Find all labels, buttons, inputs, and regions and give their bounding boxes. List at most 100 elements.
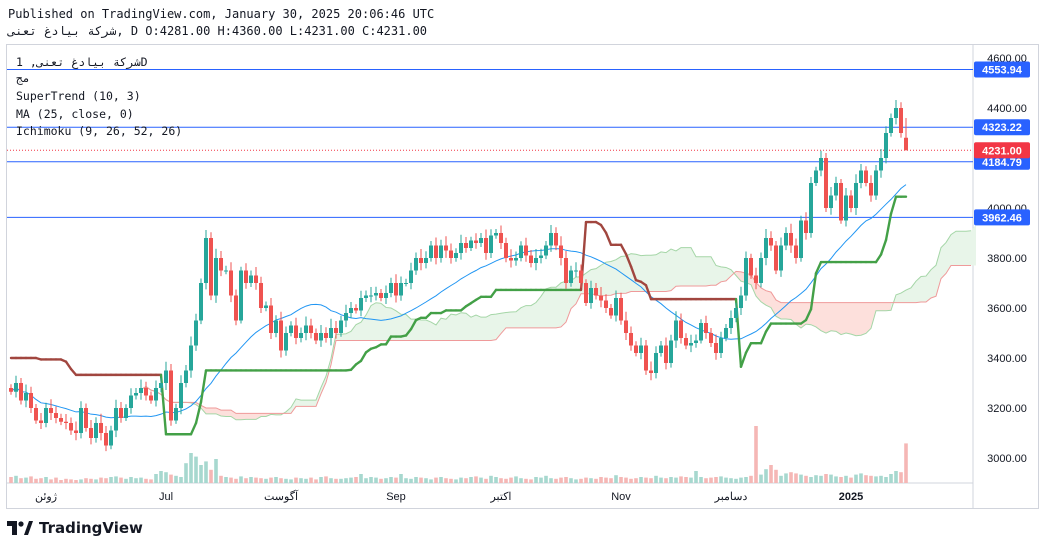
candle xyxy=(904,118,908,151)
candle-body xyxy=(334,328,338,333)
candle-body xyxy=(229,270,233,296)
cloud-segment xyxy=(866,302,871,334)
candle xyxy=(159,377,163,393)
candle xyxy=(259,276,263,313)
candle xyxy=(229,262,233,303)
supertrend-segment xyxy=(384,335,393,346)
volume-bar xyxy=(154,474,158,483)
volume-bar xyxy=(494,477,498,483)
candle-body xyxy=(629,333,633,346)
volume-bar xyxy=(614,475,618,483)
cloud-segment xyxy=(501,312,506,334)
volume-bar xyxy=(309,477,313,483)
candle xyxy=(794,238,798,264)
cloud-segment xyxy=(236,413,241,420)
volume-bar xyxy=(654,475,658,483)
candle xyxy=(224,265,228,275)
cloud-segment xyxy=(921,276,926,302)
volume-bar xyxy=(469,477,473,483)
time-tick-label: Sep xyxy=(386,491,406,503)
candle xyxy=(129,388,133,414)
candle-body xyxy=(84,408,88,428)
volume-bar xyxy=(814,475,818,483)
legend-symbol: شركة بيادغ تعنى, 1D xyxy=(16,55,148,69)
candle-body xyxy=(249,275,253,283)
cloud-segment xyxy=(556,282,561,328)
cloud-segment xyxy=(876,302,881,311)
candle xyxy=(84,403,88,432)
supertrend-segment xyxy=(199,369,208,404)
cloud-segment xyxy=(786,302,791,320)
candle xyxy=(754,267,758,290)
volume-bar xyxy=(454,479,458,483)
candle xyxy=(34,404,38,424)
volume-bar xyxy=(459,477,463,483)
cloud-segment xyxy=(616,256,621,294)
price-level-label-text: 4323.22 xyxy=(982,122,1022,134)
candle xyxy=(144,381,148,401)
candle-body xyxy=(599,295,603,301)
supertrend-segment xyxy=(489,288,498,299)
candle-body xyxy=(884,133,888,158)
cloud-segment xyxy=(511,311,516,328)
candle-body xyxy=(304,325,308,333)
legend-supertrend[interactable]: SuperTrend (10, 3) xyxy=(16,89,141,103)
volume-bar xyxy=(419,477,423,483)
candle-body xyxy=(589,288,593,303)
candlestick-chart[interactable]: 3000.003200.003400.003600.003800.004000.… xyxy=(7,45,1038,508)
candle xyxy=(799,215,803,262)
cloud-segment xyxy=(681,247,686,286)
volume-bar xyxy=(604,477,608,483)
candle xyxy=(599,287,603,308)
legend-ichimoku[interactable]: Ichimoku (9, 26, 52, 26) xyxy=(16,124,183,138)
time-tick-label: آگوست xyxy=(264,490,299,503)
candle xyxy=(209,232,213,301)
volume-bar xyxy=(879,475,883,483)
cloud-segment xyxy=(936,247,941,297)
cloud-segment xyxy=(881,302,886,311)
volume-bar xyxy=(874,476,878,483)
candle-body xyxy=(264,305,268,308)
volume-bar xyxy=(839,477,843,483)
candle-body xyxy=(784,233,788,246)
candle xyxy=(639,337,643,360)
price-tick-label: 3800.00 xyxy=(987,253,1027,265)
cloud-segment xyxy=(251,413,256,420)
cloud-segment xyxy=(721,266,726,282)
tradingview-logo[interactable]: TradingView xyxy=(7,517,143,539)
volume-bar xyxy=(789,472,793,483)
chart-panel[interactable]: 3000.00 3200.00 3400.00 3600.00 3800.00 4000.… xyxy=(6,44,1039,509)
candle-body xyxy=(514,258,518,261)
supertrend-segment xyxy=(814,260,823,275)
candle xyxy=(459,234,463,260)
volume-bar xyxy=(444,478,448,483)
supertrend-segment xyxy=(359,351,368,363)
supertrend-segment xyxy=(879,238,888,256)
candle-body xyxy=(649,370,653,373)
candle xyxy=(369,287,373,303)
candle xyxy=(614,290,618,322)
candle-body xyxy=(394,283,398,296)
candle xyxy=(844,188,848,227)
volume-bar xyxy=(234,478,238,483)
cloud-segment xyxy=(791,302,796,325)
ichimoku-span-b xyxy=(140,264,971,414)
cloud-segment xyxy=(256,413,261,420)
volume-bar xyxy=(319,477,323,483)
supertrend-line xyxy=(9,195,908,436)
volume-bar xyxy=(644,477,648,483)
candle-body xyxy=(694,340,698,343)
cloud-segment xyxy=(726,267,731,281)
candle xyxy=(489,229,493,258)
candle-body xyxy=(94,423,98,438)
cloud-segment xyxy=(526,305,531,328)
candle-body xyxy=(164,370,168,383)
candle xyxy=(219,251,223,277)
candle-body xyxy=(344,313,348,321)
candle xyxy=(449,243,453,264)
candle xyxy=(704,315,708,339)
legend-ma[interactable]: MA (25, close, 0) xyxy=(16,107,134,121)
candle xyxy=(444,236,448,258)
volume-bar xyxy=(44,477,48,483)
cloud-segment xyxy=(341,333,346,341)
